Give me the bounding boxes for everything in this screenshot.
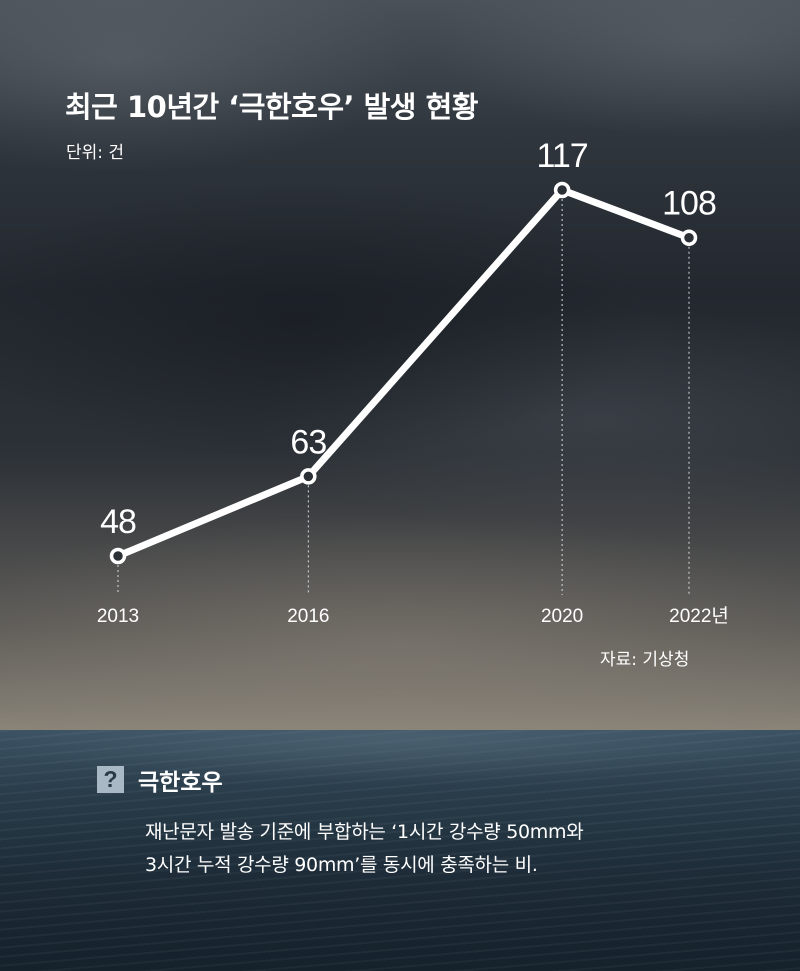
definition-text-line-2: 3시간 누적 강수량 90mm’를 동시에 충족하는 비. [145,854,538,876]
sea-background [0,730,800,971]
storm-sky-background [0,0,800,730]
definition-text-line-1: 재난문자 발송 기준에 부합하는 ‘1시간 강수량 50mm와 [145,821,584,843]
x-tick-label-3: 2022년 [669,605,729,627]
data-points [109,181,698,565]
x-axis-labels: 2013 2016 2020 2022년 [97,605,729,627]
value-label-1: 63 [290,423,326,461]
value-label-3: 108 [662,185,716,223]
definition-box: ? 극한호우 재난문자 발송 기준에 부합하는 ‘1시간 강수량 50mm와 3… [90,763,750,883]
definition-term: 극한호우 [138,770,223,796]
chart-title: 최근 10년간 ‘극한호우’ 발생 현황 [65,90,478,124]
source-label: 자료: 기상청 [600,650,690,670]
line-chart: 48 63 117 108 2013 2016 2020 2022년 [97,137,729,627]
data-point-2 [553,181,571,199]
value-label-0: 48 [100,503,136,541]
x-tick-label-2: 2020 [541,606,583,627]
x-tick-label-1: 2016 [287,606,329,627]
x-tick-label-0: 2013 [97,606,139,627]
guide-lines [117,199,690,595]
unit-label: 단위: 건 [66,143,125,163]
data-point-1 [300,468,317,485]
data-point-0 [109,547,127,565]
value-labels: 48 63 117 108 [100,137,717,541]
question-icon: ? [97,766,124,793]
value-label-2: 117 [537,137,588,175]
data-point-3 [680,229,698,246]
series-line [114,186,693,560]
